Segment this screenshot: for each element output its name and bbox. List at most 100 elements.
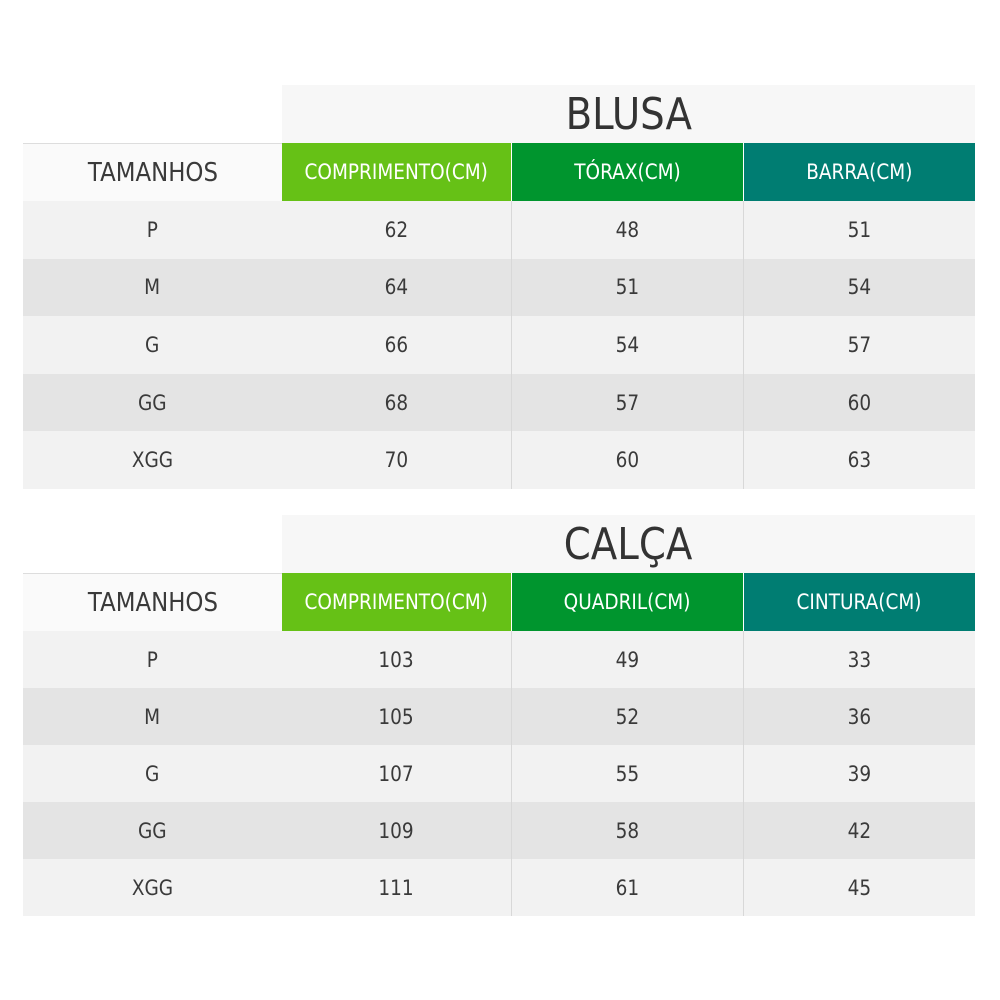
table-row: G 107 55 39 <box>23 745 975 802</box>
table-cell: 55 <box>512 745 744 802</box>
column-header-text: TAMANHOS <box>87 587 218 618</box>
table-title-text: CALÇA <box>564 518 693 570</box>
table-row: G 66 54 57 <box>23 316 975 374</box>
cell-value: GG <box>138 390 167 415</box>
column-header-text: TÓRAX(CM) <box>574 160 681 184</box>
cell-value: 39 <box>847 761 872 786</box>
table-cell: 103 <box>282 631 512 688</box>
table-cell: 51 <box>744 201 975 259</box>
cell-value: 68 <box>384 390 409 415</box>
column-header-text: TAMANHOS <box>87 157 218 188</box>
table-cell: M <box>23 259 282 317</box>
cell-value: 33 <box>847 647 872 672</box>
table-cell: 48 <box>512 201 744 259</box>
column-header: TÓRAX(CM) <box>512 143 744 201</box>
table-row: M 105 52 36 <box>23 688 975 745</box>
table-cell: P <box>23 201 282 259</box>
table-row: P 62 48 51 <box>23 201 975 259</box>
column-header-text: CINTURA(CM) <box>796 590 922 614</box>
column-header-text: QUADRIL(CM) <box>564 590 691 614</box>
cell-value: 58 <box>615 818 640 843</box>
cell-value: 49 <box>615 647 640 672</box>
table-cell: 60 <box>744 374 975 432</box>
column-header: TAMANHOS <box>23 573 282 631</box>
cell-value: P <box>146 647 159 672</box>
cell-value: 54 <box>847 275 872 300</box>
table-cell: M <box>23 688 282 745</box>
table-title-text: BLUSA <box>565 88 692 140</box>
table-cell: 109 <box>282 802 512 859</box>
table-cell: GG <box>23 802 282 859</box>
cell-value: 66 <box>384 332 409 357</box>
table-cell: XGG <box>23 431 282 489</box>
cell-value: 60 <box>847 390 872 415</box>
table-cell: P <box>23 631 282 688</box>
column-header: COMPRIMENTO(CM) <box>282 573 512 631</box>
cell-value: M <box>144 704 161 729</box>
table-cell: 58 <box>512 802 744 859</box>
cell-value: 57 <box>615 390 640 415</box>
table-row: XGG 111 61 45 <box>23 859 975 916</box>
cell-value: 48 <box>615 217 640 242</box>
cell-value: 36 <box>847 704 872 729</box>
column-header: BARRA(CM) <box>744 143 975 201</box>
table-cell: 54 <box>744 259 975 317</box>
table-cell: 54 <box>512 316 744 374</box>
cell-value: P <box>146 217 159 242</box>
cell-value: 51 <box>615 275 640 300</box>
table-row: GG 68 57 60 <box>23 373 975 432</box>
column-header: TAMANHOS <box>23 143 282 201</box>
cell-value: 70 <box>384 448 409 473</box>
table-cell: 105 <box>282 688 512 745</box>
cell-value: 107 <box>378 761 415 786</box>
cell-value: 103 <box>378 647 415 672</box>
cell-value: G <box>145 332 160 357</box>
cell-value: 42 <box>847 818 872 843</box>
table-cell: 63 <box>744 431 975 489</box>
table-cell: 42 <box>744 802 975 859</box>
column-header-text: COMPRIMENTO(CM) <box>304 160 489 184</box>
cell-value: XGG <box>131 875 174 900</box>
table-cell: 52 <box>512 688 744 745</box>
cell-value: 60 <box>615 448 640 473</box>
cell-value: 64 <box>384 275 409 300</box>
table-row: P 103 49 33 <box>23 631 975 688</box>
column-header-text: BARRA(CM) <box>806 160 913 184</box>
table-cell: 33 <box>744 631 975 688</box>
table-cell: 62 <box>282 201 512 259</box>
table-title: BLUSA <box>282 85 975 143</box>
table-cell: 107 <box>282 745 512 802</box>
table-cell: XGG <box>23 859 282 916</box>
table-cell: 111 <box>282 859 512 916</box>
cell-value: GG <box>138 818 167 843</box>
table-cell: G <box>23 745 282 802</box>
cell-value: 63 <box>847 448 872 473</box>
cell-value: 109 <box>378 818 415 843</box>
column-header-text: COMPRIMENTO(CM) <box>304 590 489 614</box>
table-row: XGG 70 60 63 <box>23 431 975 489</box>
table-cell: 45 <box>744 859 975 916</box>
table-cell: 60 <box>512 431 744 489</box>
cell-value: 105 <box>378 704 415 729</box>
table-cell: 49 <box>512 631 744 688</box>
cell-value: 54 <box>615 332 640 357</box>
table-cell: 57 <box>512 373 744 432</box>
cell-value: 62 <box>384 217 409 242</box>
table-title: CALÇA <box>282 515 975 573</box>
cell-value: 57 <box>847 332 872 357</box>
header-row: TAMANHOS COMPRIMENTO(CM) QUADRIL(CM) CINTUR… <box>23 573 975 631</box>
cell-value: 52 <box>615 704 640 729</box>
table-cell: 39 <box>744 745 975 802</box>
table-cell: 70 <box>282 431 512 489</box>
cell-value: M <box>144 275 161 300</box>
table-cell: 51 <box>512 258 744 317</box>
table-cell: GG <box>23 374 282 432</box>
cell-value: 111 <box>378 875 415 900</box>
cell-value: XGG <box>131 448 174 473</box>
table-cell: 57 <box>744 316 975 374</box>
column-header: COMPRIMENTO(CM) <box>282 143 512 201</box>
cell-value: 55 <box>615 761 640 786</box>
table-cell: 64 <box>282 258 512 317</box>
column-header: CINTURA(CM) <box>744 573 975 631</box>
cell-value: 61 <box>615 875 640 900</box>
